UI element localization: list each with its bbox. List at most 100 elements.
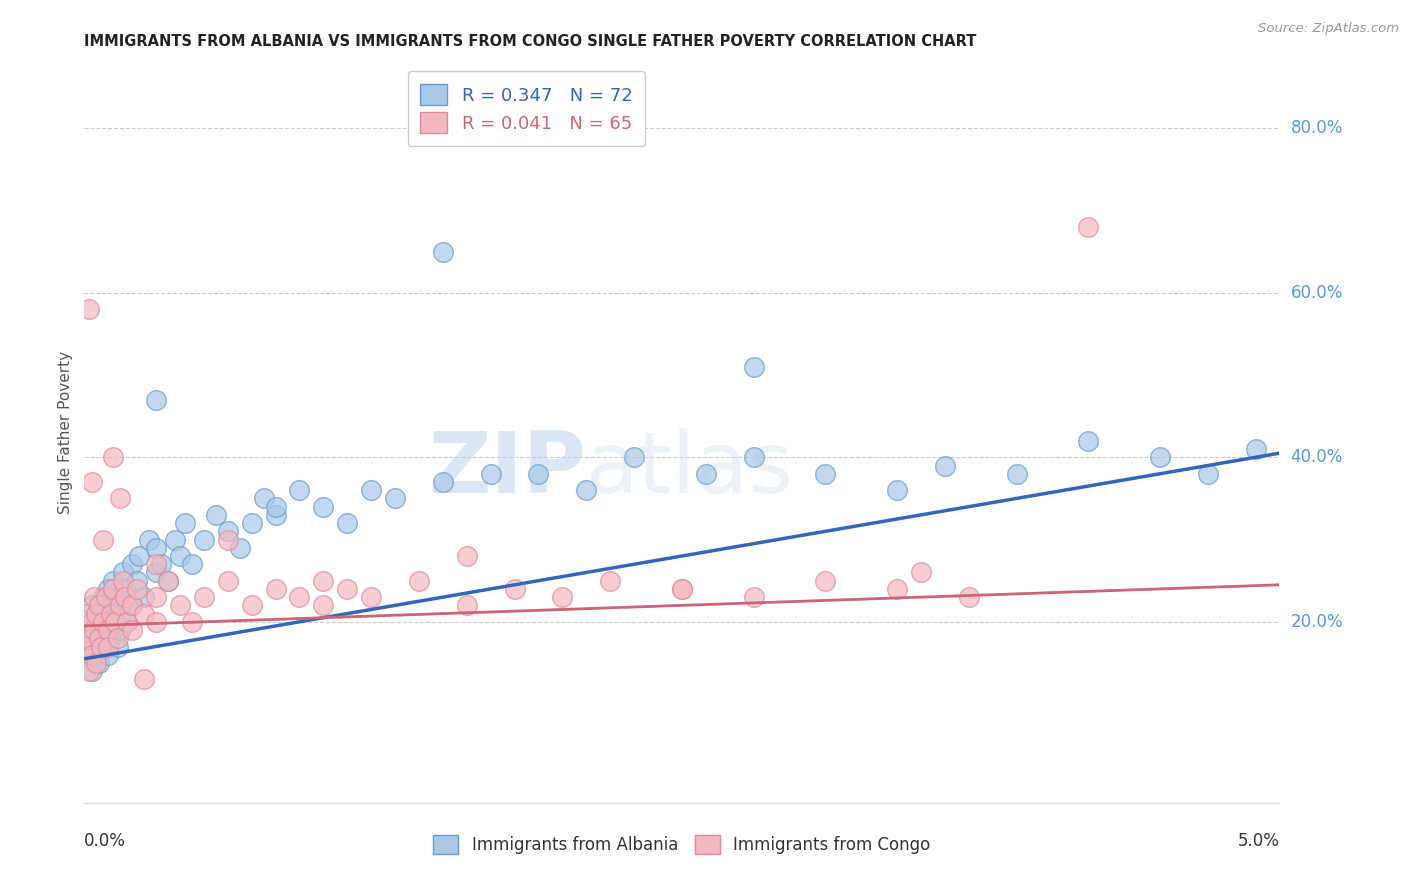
Point xyxy=(173,516,195,530)
Point xyxy=(125,574,148,588)
Point xyxy=(169,549,191,563)
Point xyxy=(107,632,129,646)
Point xyxy=(479,467,502,481)
Point xyxy=(157,574,180,588)
Point xyxy=(77,632,100,646)
Point xyxy=(599,574,621,588)
Text: 20.0%: 20.0% xyxy=(1291,613,1343,631)
Point xyxy=(671,582,693,596)
Point xyxy=(97,582,120,596)
Point xyxy=(288,590,311,604)
Point xyxy=(138,533,160,547)
Point xyxy=(80,475,103,489)
Point xyxy=(128,549,150,563)
Point xyxy=(125,582,148,596)
Point xyxy=(264,508,287,522)
Point xyxy=(217,574,239,588)
Point xyxy=(205,508,228,522)
Point xyxy=(432,475,454,489)
Y-axis label: Single Father Poverty: Single Father Poverty xyxy=(58,351,73,514)
Point xyxy=(527,467,550,481)
Point xyxy=(77,302,100,317)
Legend: Immigrants from Albania, Immigrants from Congo: Immigrants from Albania, Immigrants from… xyxy=(427,829,936,861)
Point xyxy=(408,574,430,588)
Point xyxy=(217,533,239,547)
Point xyxy=(121,558,143,572)
Point xyxy=(814,467,837,481)
Point xyxy=(1077,219,1099,234)
Point xyxy=(100,607,122,621)
Point xyxy=(503,582,526,596)
Text: atlas: atlas xyxy=(586,428,794,511)
Point xyxy=(117,615,139,629)
Point xyxy=(87,632,110,646)
Point xyxy=(671,582,693,596)
Point xyxy=(934,458,956,473)
Point xyxy=(80,599,103,613)
Text: 5.0%: 5.0% xyxy=(1237,832,1279,850)
Point xyxy=(456,549,478,563)
Point xyxy=(80,615,103,629)
Point xyxy=(181,615,204,629)
Point xyxy=(83,590,105,604)
Point xyxy=(114,590,136,604)
Point xyxy=(83,623,105,637)
Point xyxy=(240,516,263,530)
Point xyxy=(121,599,143,613)
Point xyxy=(101,574,124,588)
Point xyxy=(101,599,124,613)
Point xyxy=(107,640,129,654)
Point xyxy=(101,450,124,465)
Point xyxy=(1149,450,1171,465)
Point xyxy=(149,558,172,572)
Point xyxy=(742,359,765,374)
Point xyxy=(97,615,120,629)
Point xyxy=(145,566,167,580)
Text: 60.0%: 60.0% xyxy=(1291,284,1343,301)
Point xyxy=(1077,434,1099,448)
Point xyxy=(336,582,359,596)
Point xyxy=(623,450,645,465)
Point xyxy=(132,590,156,604)
Point xyxy=(336,516,359,530)
Point xyxy=(264,500,287,514)
Text: IMMIGRANTS FROM ALBANIA VS IMMIGRANTS FROM CONGO SINGLE FATHER POVERTY CORRELATI: IMMIGRANTS FROM ALBANIA VS IMMIGRANTS FR… xyxy=(84,34,977,49)
Point xyxy=(76,607,98,621)
Point xyxy=(360,590,382,604)
Point xyxy=(288,483,311,498)
Point xyxy=(264,582,287,596)
Point xyxy=(87,599,110,613)
Point xyxy=(104,615,127,629)
Point xyxy=(110,491,132,506)
Point xyxy=(90,607,112,621)
Point xyxy=(742,450,765,465)
Point xyxy=(695,467,717,481)
Point xyxy=(80,648,103,662)
Point xyxy=(360,483,382,498)
Text: Source: ZipAtlas.com: Source: ZipAtlas.com xyxy=(1258,22,1399,36)
Point xyxy=(76,640,98,654)
Point xyxy=(132,673,156,687)
Point xyxy=(94,590,117,604)
Point xyxy=(165,533,187,547)
Point xyxy=(110,623,132,637)
Point xyxy=(384,491,406,506)
Text: ZIP: ZIP xyxy=(429,428,586,511)
Point xyxy=(181,558,204,572)
Point xyxy=(910,566,932,580)
Point xyxy=(551,590,574,604)
Point xyxy=(86,615,108,629)
Point xyxy=(1244,442,1267,456)
Point xyxy=(117,615,139,629)
Point xyxy=(80,664,103,678)
Point xyxy=(77,623,100,637)
Point xyxy=(93,590,115,604)
Point xyxy=(132,607,156,621)
Point xyxy=(101,582,124,596)
Point xyxy=(1005,467,1028,481)
Point xyxy=(157,574,180,588)
Point xyxy=(111,566,134,580)
Point xyxy=(121,623,143,637)
Point xyxy=(1197,467,1219,481)
Point xyxy=(228,541,252,555)
